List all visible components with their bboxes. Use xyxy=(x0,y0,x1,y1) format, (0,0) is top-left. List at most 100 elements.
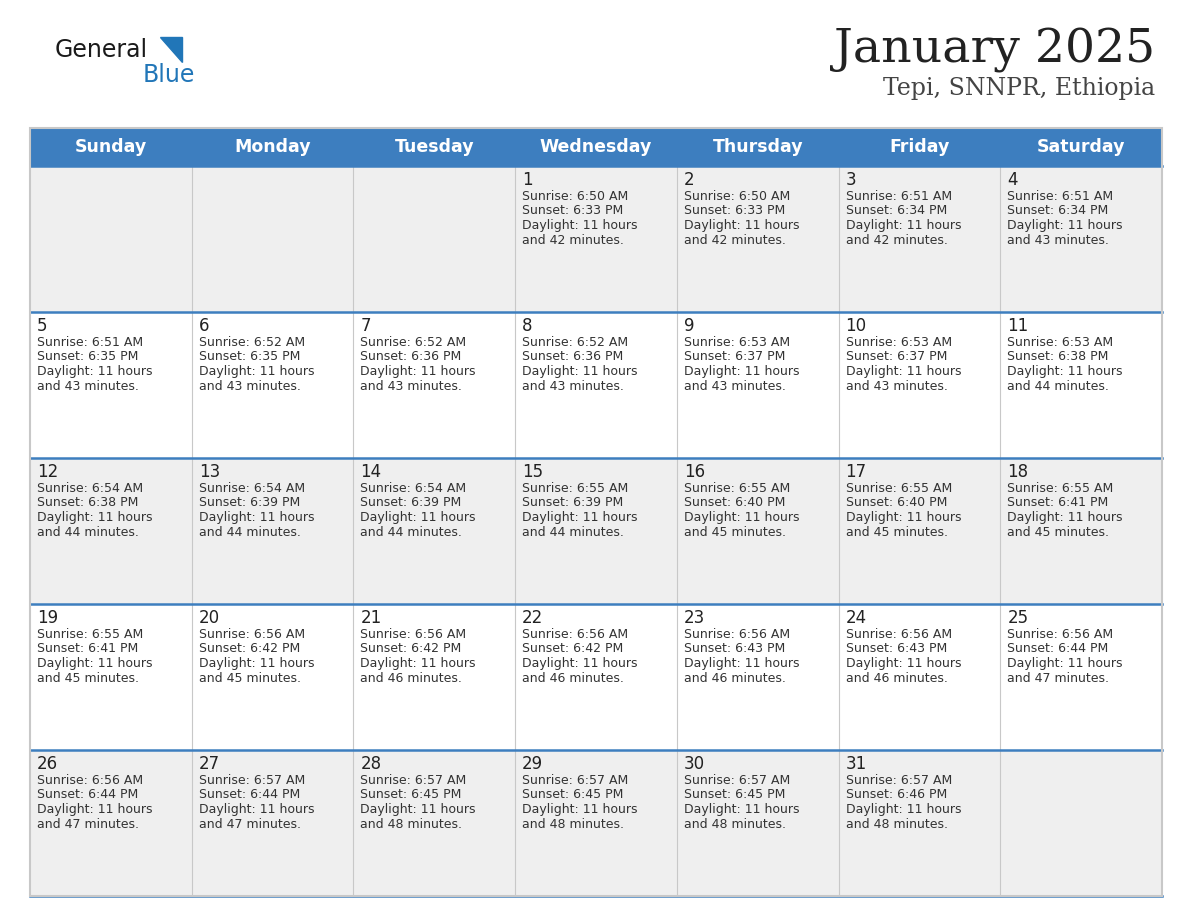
Text: and 48 minutes.: and 48 minutes. xyxy=(523,818,624,831)
Text: and 45 minutes.: and 45 minutes. xyxy=(37,671,139,685)
Text: and 46 minutes.: and 46 minutes. xyxy=(684,671,785,685)
Text: and 42 minutes.: and 42 minutes. xyxy=(523,233,624,247)
Text: 22: 22 xyxy=(523,609,543,627)
Text: Monday: Monday xyxy=(234,138,311,156)
Text: Sunset: 6:42 PM: Sunset: 6:42 PM xyxy=(198,643,299,655)
Text: Sunrise: 6:56 AM: Sunrise: 6:56 AM xyxy=(523,628,628,641)
Text: Sunrise: 6:54 AM: Sunrise: 6:54 AM xyxy=(198,482,305,495)
Text: Sunset: 6:35 PM: Sunset: 6:35 PM xyxy=(37,351,138,364)
Text: and 42 minutes.: and 42 minutes. xyxy=(846,233,948,247)
Text: and 47 minutes.: and 47 minutes. xyxy=(198,818,301,831)
Text: 31: 31 xyxy=(846,755,867,773)
Text: 11: 11 xyxy=(1007,317,1029,335)
Text: Sunrise: 6:53 AM: Sunrise: 6:53 AM xyxy=(846,336,952,349)
Text: Daylight: 11 hours: Daylight: 11 hours xyxy=(37,511,152,524)
Text: Daylight: 11 hours: Daylight: 11 hours xyxy=(523,511,638,524)
Text: Sunset: 6:34 PM: Sunset: 6:34 PM xyxy=(846,205,947,218)
Text: Daylight: 11 hours: Daylight: 11 hours xyxy=(684,511,800,524)
Text: Daylight: 11 hours: Daylight: 11 hours xyxy=(684,803,800,816)
Text: Sunrise: 6:50 AM: Sunrise: 6:50 AM xyxy=(684,190,790,203)
Text: 12: 12 xyxy=(37,463,58,481)
Text: Sunset: 6:37 PM: Sunset: 6:37 PM xyxy=(846,351,947,364)
Text: Daylight: 11 hours: Daylight: 11 hours xyxy=(846,803,961,816)
Text: 2: 2 xyxy=(684,171,695,189)
Text: Daylight: 11 hours: Daylight: 11 hours xyxy=(684,365,800,378)
Bar xyxy=(30,458,1162,604)
Text: and 46 minutes.: and 46 minutes. xyxy=(846,671,948,685)
Text: Daylight: 11 hours: Daylight: 11 hours xyxy=(846,657,961,670)
Text: Sunset: 6:36 PM: Sunset: 6:36 PM xyxy=(523,351,624,364)
Text: Sunset: 6:33 PM: Sunset: 6:33 PM xyxy=(684,205,785,218)
Text: 17: 17 xyxy=(846,463,867,481)
Text: Daylight: 11 hours: Daylight: 11 hours xyxy=(523,365,638,378)
Text: and 46 minutes.: and 46 minutes. xyxy=(523,671,624,685)
Text: 10: 10 xyxy=(846,317,867,335)
Text: Sunday: Sunday xyxy=(75,138,147,156)
Text: Sunrise: 6:56 AM: Sunrise: 6:56 AM xyxy=(37,774,143,787)
Text: Sunset: 6:43 PM: Sunset: 6:43 PM xyxy=(684,643,785,655)
Text: Sunrise: 6:52 AM: Sunrise: 6:52 AM xyxy=(198,336,305,349)
Text: Daylight: 11 hours: Daylight: 11 hours xyxy=(684,657,800,670)
Text: and 47 minutes.: and 47 minutes. xyxy=(1007,671,1110,685)
Text: 28: 28 xyxy=(360,755,381,773)
Text: and 45 minutes.: and 45 minutes. xyxy=(846,525,948,539)
Text: Sunset: 6:45 PM: Sunset: 6:45 PM xyxy=(523,789,624,801)
Bar xyxy=(30,166,1162,312)
Text: Sunrise: 6:57 AM: Sunrise: 6:57 AM xyxy=(198,774,305,787)
Text: 8: 8 xyxy=(523,317,532,335)
Text: Sunset: 6:36 PM: Sunset: 6:36 PM xyxy=(360,351,462,364)
Text: Sunset: 6:44 PM: Sunset: 6:44 PM xyxy=(1007,643,1108,655)
Text: Wednesday: Wednesday xyxy=(539,138,652,156)
Text: Sunset: 6:45 PM: Sunset: 6:45 PM xyxy=(360,789,462,801)
Text: Daylight: 11 hours: Daylight: 11 hours xyxy=(846,219,961,232)
Text: Daylight: 11 hours: Daylight: 11 hours xyxy=(684,219,800,232)
Text: 18: 18 xyxy=(1007,463,1029,481)
Text: Sunset: 6:38 PM: Sunset: 6:38 PM xyxy=(37,497,138,509)
Text: 9: 9 xyxy=(684,317,694,335)
Text: Daylight: 11 hours: Daylight: 11 hours xyxy=(1007,219,1123,232)
Text: Sunset: 6:42 PM: Sunset: 6:42 PM xyxy=(523,643,624,655)
Text: Sunset: 6:43 PM: Sunset: 6:43 PM xyxy=(846,643,947,655)
Text: and 44 minutes.: and 44 minutes. xyxy=(198,525,301,539)
Text: Daylight: 11 hours: Daylight: 11 hours xyxy=(37,365,152,378)
Text: and 48 minutes.: and 48 minutes. xyxy=(360,818,462,831)
Text: Sunset: 6:38 PM: Sunset: 6:38 PM xyxy=(1007,351,1108,364)
Text: Sunrise: 6:55 AM: Sunrise: 6:55 AM xyxy=(684,482,790,495)
Text: and 44 minutes.: and 44 minutes. xyxy=(1007,379,1110,393)
Bar xyxy=(30,750,1162,896)
Text: and 46 minutes.: and 46 minutes. xyxy=(360,671,462,685)
Text: Thursday: Thursday xyxy=(713,138,803,156)
Text: Sunset: 6:39 PM: Sunset: 6:39 PM xyxy=(198,497,299,509)
Text: Sunrise: 6:55 AM: Sunrise: 6:55 AM xyxy=(1007,482,1113,495)
Text: and 43 minutes.: and 43 minutes. xyxy=(1007,233,1110,247)
Text: Sunrise: 6:54 AM: Sunrise: 6:54 AM xyxy=(37,482,143,495)
Text: Daylight: 11 hours: Daylight: 11 hours xyxy=(846,365,961,378)
Text: Sunset: 6:44 PM: Sunset: 6:44 PM xyxy=(37,789,138,801)
Text: 1: 1 xyxy=(523,171,532,189)
Text: and 48 minutes.: and 48 minutes. xyxy=(684,818,785,831)
Text: 6: 6 xyxy=(198,317,209,335)
Text: Daylight: 11 hours: Daylight: 11 hours xyxy=(37,803,152,816)
Text: Blue: Blue xyxy=(143,63,195,87)
Text: Sunset: 6:35 PM: Sunset: 6:35 PM xyxy=(198,351,301,364)
Text: Sunrise: 6:51 AM: Sunrise: 6:51 AM xyxy=(846,190,952,203)
Text: Daylight: 11 hours: Daylight: 11 hours xyxy=(1007,365,1123,378)
Text: 15: 15 xyxy=(523,463,543,481)
Text: Daylight: 11 hours: Daylight: 11 hours xyxy=(1007,657,1123,670)
Text: Sunrise: 6:57 AM: Sunrise: 6:57 AM xyxy=(360,774,467,787)
Text: Sunset: 6:40 PM: Sunset: 6:40 PM xyxy=(846,497,947,509)
Text: Sunrise: 6:50 AM: Sunrise: 6:50 AM xyxy=(523,190,628,203)
Text: Daylight: 11 hours: Daylight: 11 hours xyxy=(523,803,638,816)
Text: Daylight: 11 hours: Daylight: 11 hours xyxy=(360,365,476,378)
Text: Daylight: 11 hours: Daylight: 11 hours xyxy=(360,803,476,816)
Text: Sunrise: 6:56 AM: Sunrise: 6:56 AM xyxy=(198,628,305,641)
Text: Sunset: 6:33 PM: Sunset: 6:33 PM xyxy=(523,205,624,218)
Text: 13: 13 xyxy=(198,463,220,481)
Text: General: General xyxy=(55,38,148,62)
Text: Sunrise: 6:57 AM: Sunrise: 6:57 AM xyxy=(523,774,628,787)
Text: Daylight: 11 hours: Daylight: 11 hours xyxy=(523,219,638,232)
Text: 26: 26 xyxy=(37,755,58,773)
Text: Sunrise: 6:57 AM: Sunrise: 6:57 AM xyxy=(684,774,790,787)
Text: Sunset: 6:42 PM: Sunset: 6:42 PM xyxy=(360,643,462,655)
Text: Friday: Friday xyxy=(890,138,949,156)
